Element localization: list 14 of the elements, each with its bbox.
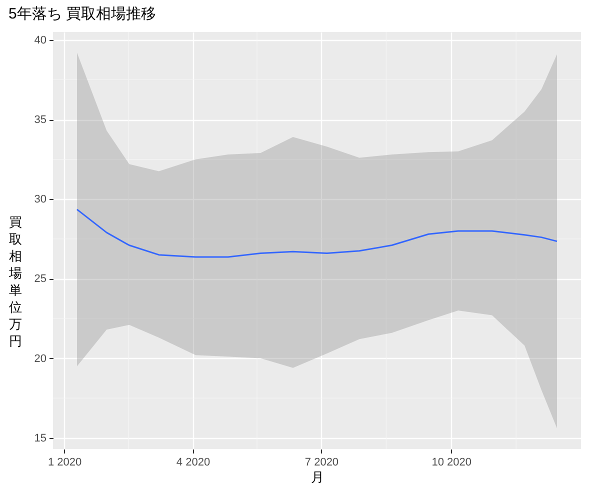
y-tick-label: 20 <box>34 352 46 365</box>
line-series <box>76 208 558 258</box>
y-tick-label: 30 <box>34 194 46 206</box>
chart-title: 5年落ち 買取相場推移 <box>8 6 156 23</box>
x-axis-title: 月 <box>311 470 324 484</box>
x-tick-label: 1 2020 <box>48 456 82 468</box>
y-tick-label: 35 <box>34 114 46 126</box>
x-tick-label: 10 2020 <box>432 456 472 468</box>
x-tick-label: 7 2020 <box>304 456 339 468</box>
y-tick-label: 15 <box>34 432 46 444</box>
y-axis-title: 買取相場単位万円 <box>8 214 22 348</box>
y-tick-label: 25 <box>34 273 46 286</box>
x-tick-label: 4 2020 <box>176 456 210 468</box>
y-tick-label: 40 <box>34 34 46 46</box>
